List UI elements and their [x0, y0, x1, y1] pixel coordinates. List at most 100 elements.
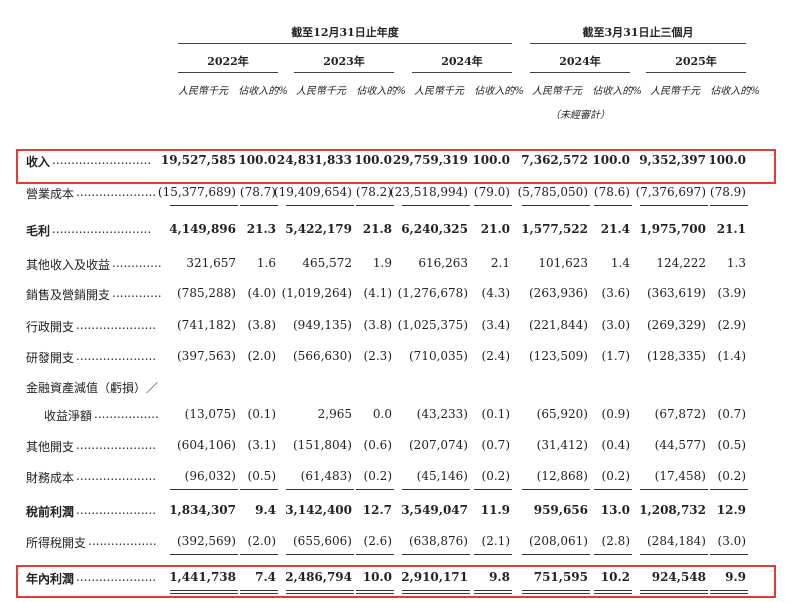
pct-cell: (1.7) — [601, 349, 630, 363]
pct-cell: 9.9 — [725, 570, 746, 584]
total-double-rule — [594, 590, 632, 594]
amount-cell: (949,135) — [293, 318, 352, 332]
amount-cell: (65,920) — [536, 407, 588, 421]
leader-dots: ............. — [112, 256, 162, 270]
amount-cell: (96,032) — [184, 469, 236, 483]
row-label: 毛利 — [26, 224, 51, 238]
pct-cell: 11.9 — [480, 503, 510, 517]
pct-cell: 13.0 — [600, 503, 630, 517]
pct-cell: (4.3) — [481, 286, 510, 300]
subtotal-rule — [402, 205, 470, 206]
pct-cell: (0.9) — [601, 407, 630, 421]
amount-cell: 101,623 — [538, 256, 588, 270]
row-label: 金融資產減值（虧損）／ — [26, 381, 159, 395]
pct-cell: 21.8 — [362, 222, 392, 236]
subtotal-rule — [286, 489, 354, 490]
subtotal-rule — [474, 554, 512, 555]
leader-dots: .......................... — [52, 222, 152, 236]
amount-cell: 1,577,522 — [521, 222, 588, 236]
amount-cell: (363,619) — [647, 286, 706, 300]
amount-cell: (43,233) — [416, 407, 468, 421]
row-label: 銷售及營銷開支 — [26, 288, 111, 302]
amount-cell: 6,240,325 — [401, 222, 468, 236]
header-unit-amount-2: 人民幣千元 — [296, 86, 346, 97]
subtotal-rule — [594, 489, 632, 490]
pct-cell: 1.6 — [256, 256, 276, 270]
header-group-fy: 截至12月31日止年度 — [291, 26, 399, 39]
pct-cell: (0.2) — [481, 469, 510, 483]
leader-dots: .................. — [88, 534, 157, 548]
total-double-rule — [286, 590, 354, 594]
header-year-2-rule — [294, 72, 394, 73]
amount-cell: (1,276,678) — [397, 286, 468, 300]
amount-cell: (566,630) — [293, 349, 352, 363]
pct-cell: (0.6) — [363, 438, 392, 452]
amount-cell: 751,595 — [533, 570, 588, 584]
header-year-5-rule — [646, 72, 746, 73]
pct-cell: (0.5) — [247, 469, 276, 483]
amount-cell: 2,965 — [317, 407, 352, 421]
header-unit-amount-3: 人民幣千元 — [414, 86, 464, 97]
pct-cell: (0.2) — [363, 469, 392, 483]
amount-cell: (45,146) — [416, 469, 468, 483]
amount-cell: 465,572 — [302, 256, 352, 270]
pct-cell: (2.0) — [247, 534, 276, 548]
header-year-5: 2025年 — [675, 55, 717, 68]
pct-cell: 100.0 — [238, 153, 276, 167]
leader-dots: ..................... — [76, 570, 157, 584]
pct-cell: 100.0 — [472, 153, 510, 167]
pct-cell: 9.8 — [489, 570, 510, 584]
amount-cell: 1,208,732 — [639, 503, 706, 517]
amount-cell: (151,804) — [293, 438, 352, 452]
pct-cell: 100.0 — [354, 153, 392, 167]
total-double-rule — [640, 590, 708, 594]
subtotal-rule — [240, 205, 278, 206]
amount-cell: (31,412) — [536, 438, 588, 452]
subtotal-rule — [356, 554, 394, 555]
amount-cell: (785,288) — [177, 286, 236, 300]
pct-cell: 100.0 — [708, 153, 746, 167]
header-unit-pct-1: 佔收入的% — [238, 86, 288, 97]
pct-cell: (78.6) — [593, 185, 630, 199]
pct-cell: (0.5) — [717, 438, 746, 452]
row-label: 其他收入及收益 — [26, 258, 111, 272]
highlight-profit-row — [16, 565, 776, 598]
amount-cell: (123,509) — [529, 349, 588, 363]
pct-cell: (0.1) — [247, 407, 276, 421]
pct-cell: (2.1) — [481, 534, 510, 548]
pct-cell: (0.7) — [481, 438, 510, 452]
row-label: 行政開支 — [26, 320, 75, 334]
subtotal-rule — [594, 554, 632, 555]
amount-cell: (17,458) — [654, 469, 706, 483]
row-label: 年內利潤 — [26, 572, 75, 586]
row-label: 收入 — [26, 155, 51, 169]
header-unit-amount-5: 人民幣千元 — [650, 86, 700, 97]
pct-cell: (3.0) — [717, 534, 746, 548]
amount-cell: (263,936) — [529, 286, 588, 300]
amount-cell: 124,222 — [656, 256, 706, 270]
pct-cell: 1.3 — [726, 256, 746, 270]
row-label: 研發開支 — [26, 351, 75, 365]
amount-cell: (128,335) — [647, 349, 706, 363]
pct-cell: 21.0 — [480, 222, 510, 236]
pct-cell: (2.6) — [363, 534, 392, 548]
pct-cell: (0.2) — [717, 469, 746, 483]
pct-cell: (0.1) — [481, 407, 510, 421]
total-double-rule — [356, 590, 394, 594]
pct-cell: (2.4) — [481, 349, 510, 363]
header-year-1: 2022年 — [207, 55, 249, 68]
pct-cell: (3.8) — [247, 318, 276, 332]
amount-cell: (67,872) — [654, 407, 706, 421]
pct-cell: (3.0) — [601, 318, 630, 332]
amount-cell: (655,606) — [293, 534, 352, 548]
amount-cell: (710,035) — [409, 349, 468, 363]
pct-cell: (3.9) — [717, 286, 746, 300]
subtotal-rule — [286, 554, 354, 555]
pct-cell: (78.9) — [709, 185, 746, 199]
total-double-rule — [522, 590, 590, 594]
pct-cell: (78.2) — [355, 185, 392, 199]
total-double-rule — [402, 590, 470, 594]
pct-cell: (4.1) — [363, 286, 392, 300]
pct-cell: 100.0 — [592, 153, 630, 167]
leader-dots: ..................... — [76, 349, 157, 363]
